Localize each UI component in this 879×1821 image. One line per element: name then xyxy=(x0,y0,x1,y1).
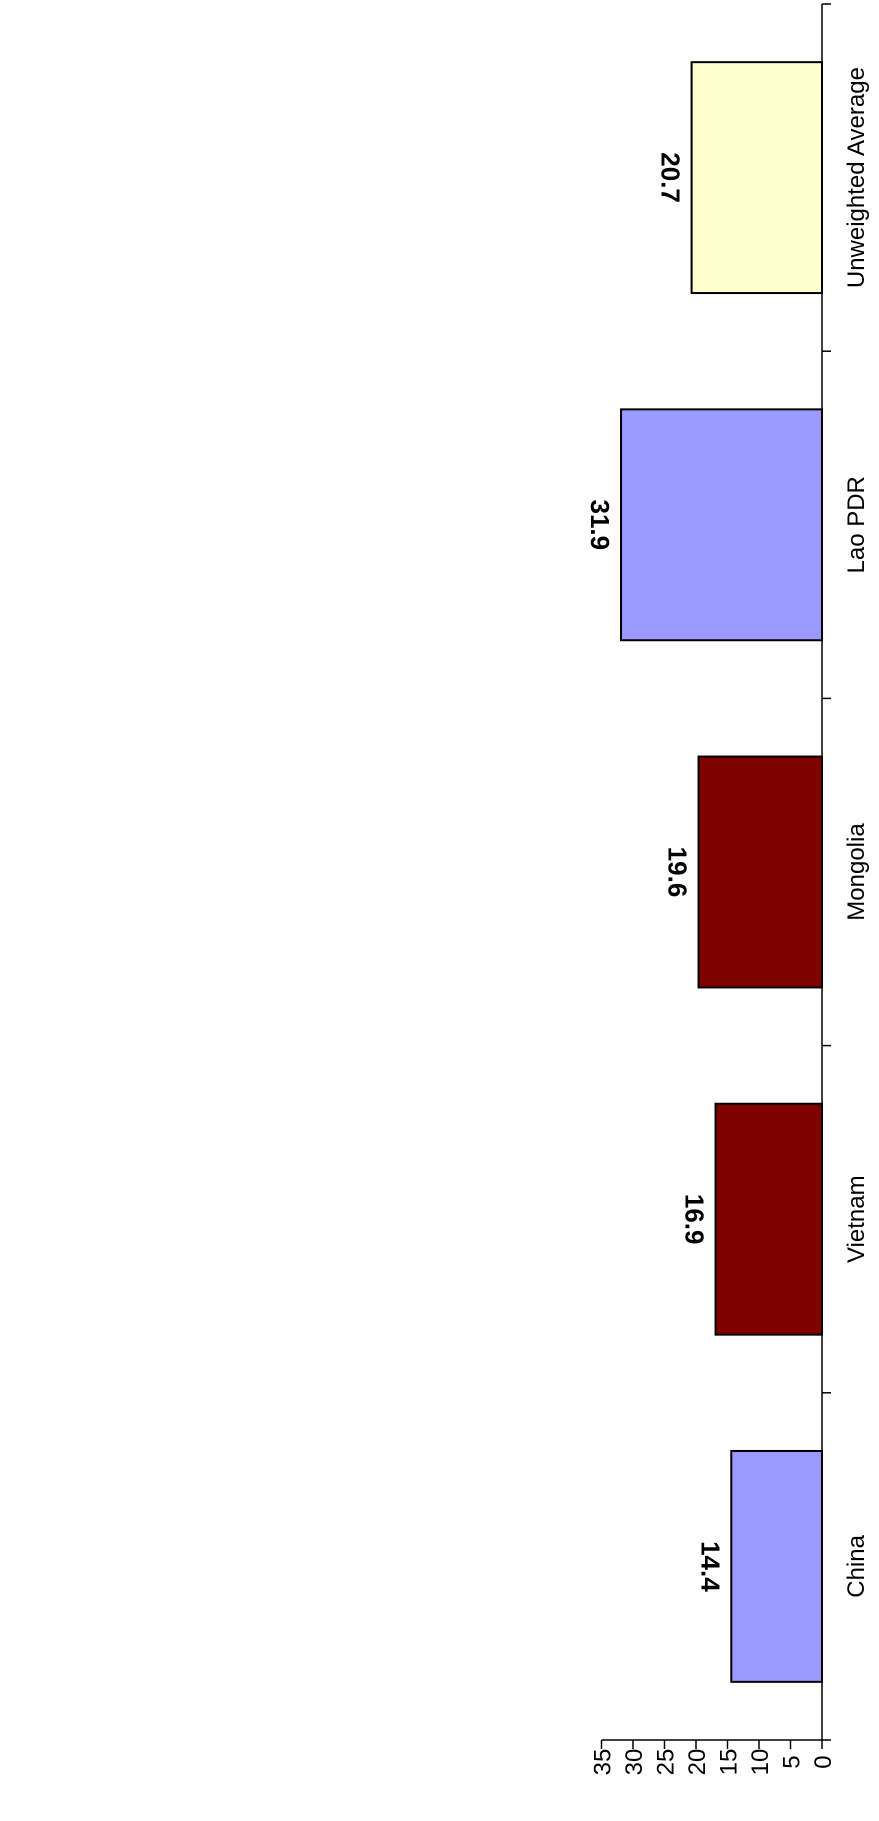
value-tick-label: 30 xyxy=(621,1749,648,1776)
bar-lao-pdr xyxy=(620,408,824,642)
value-tick-label: 10 xyxy=(747,1749,774,1776)
data-label: 31.9 xyxy=(585,499,615,550)
value-tick-label: 15 xyxy=(716,1749,743,1776)
value-tick-label: 35 xyxy=(590,1749,617,1776)
bar-vietnam xyxy=(714,1102,824,1336)
value-tick-label: 20 xyxy=(684,1749,711,1776)
value-tick-label: 0 xyxy=(810,1755,837,1768)
category-label: China xyxy=(843,1534,870,1597)
bar-unweighted-average xyxy=(690,61,824,295)
category-label: Lao PDR xyxy=(843,476,870,573)
data-label: 20.7 xyxy=(656,152,686,203)
category-label: Vietnam xyxy=(843,1175,870,1263)
bar-mongolia xyxy=(697,755,824,989)
value-tick-label: 5 xyxy=(779,1755,806,1768)
value-tick-label: 25 xyxy=(653,1749,680,1776)
data-label: 16.9 xyxy=(680,1194,710,1245)
data-label: 19.6 xyxy=(663,847,693,898)
category-label: Unweighted Average xyxy=(843,67,870,288)
category-label: Mongolia xyxy=(843,823,870,921)
bar-china xyxy=(730,1449,824,1683)
data-label: 14.4 xyxy=(695,1541,725,1592)
